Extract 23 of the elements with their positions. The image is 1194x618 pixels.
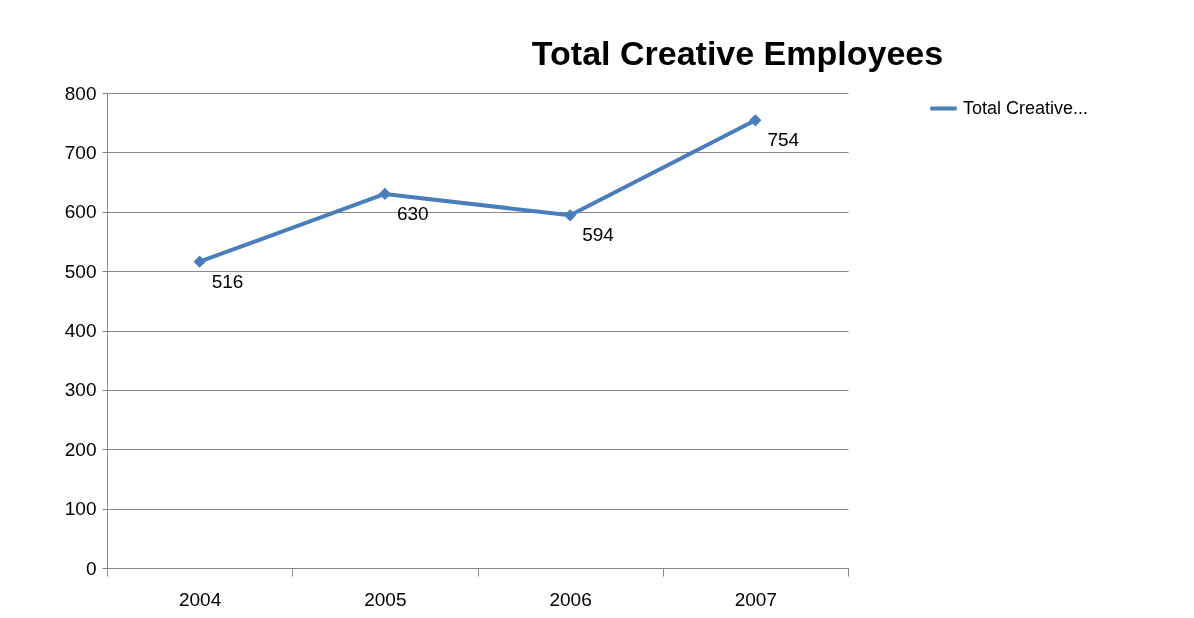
y-tick-label: 600	[64, 201, 97, 223]
y-tick-label: 0	[85, 557, 97, 579]
data-label: 594	[582, 224, 615, 246]
point	[378, 187, 391, 201]
data-label: 516	[211, 270, 244, 292]
y-tick-label: 200	[64, 438, 97, 460]
y-tick-label: 300	[64, 379, 97, 401]
data-label: 630	[396, 202, 429, 224]
point	[193, 255, 206, 268]
y-tick-label: 100	[64, 498, 97, 520]
y-tick-label: 700	[64, 141, 97, 163]
point	[564, 209, 577, 222]
data-label: 754	[767, 129, 800, 151]
x-tick-label: 2004	[178, 588, 222, 610]
legend-label: Total Creative...	[963, 97, 1089, 118]
y-tick-label: 500	[64, 260, 97, 282]
x-tick-label: 2005	[364, 588, 407, 610]
y-tick-label: 800	[64, 82, 97, 104]
chart-title: Total Creative Employees	[531, 34, 944, 72]
y-tick-label: 400	[64, 320, 97, 341]
x-tick-label: 2007	[734, 588, 778, 610]
x-tick-label: 2006	[549, 588, 592, 610]
point	[749, 114, 762, 127]
